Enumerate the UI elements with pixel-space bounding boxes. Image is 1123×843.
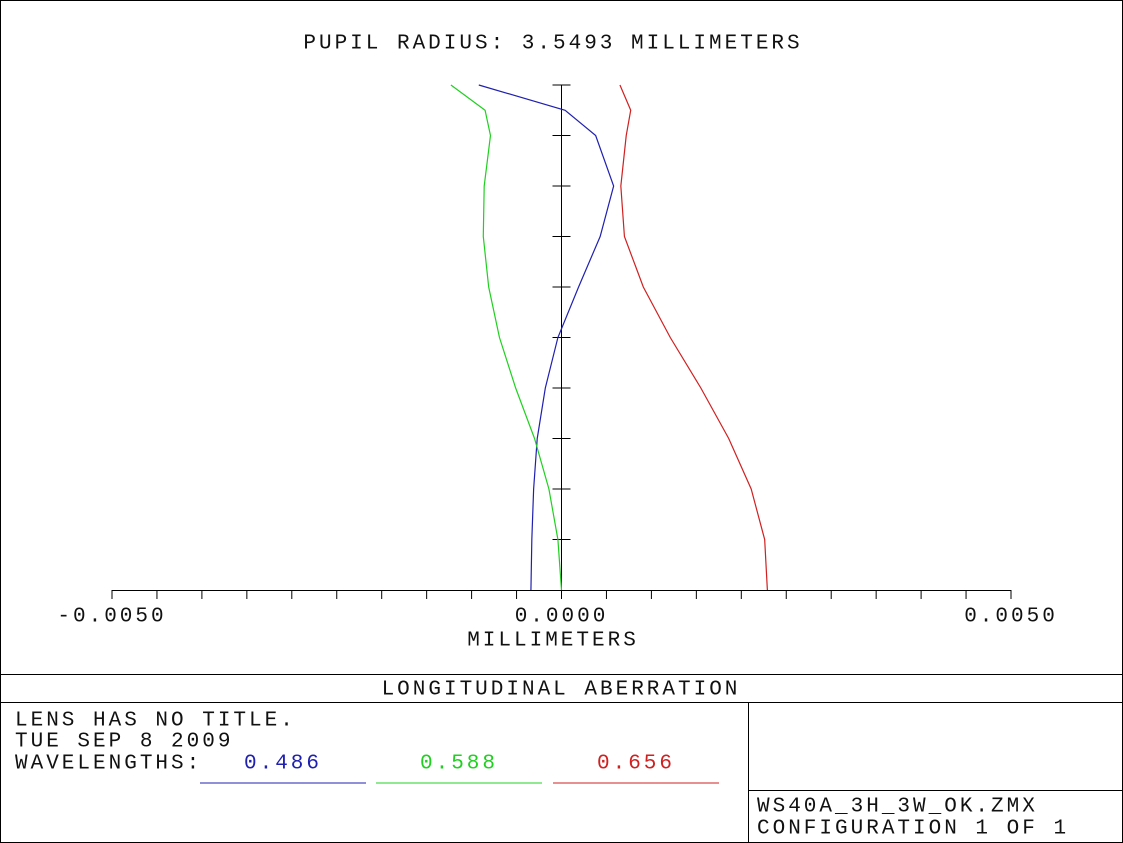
configuration: CONFIGURATION 1 OF 1 xyxy=(757,818,1069,841)
legend-label: 0.656 xyxy=(597,753,675,776)
x-axis-label: MILLIMETERS xyxy=(467,630,639,653)
wavelengths-label: WAVELENGTHS: xyxy=(15,753,202,776)
file-name: WS40A_3H_3W_OK.ZMX xyxy=(757,796,1038,819)
x-tick-label: 0.0000 xyxy=(515,606,609,629)
x-tick-label: 0.0050 xyxy=(964,606,1058,629)
plot-title: LONGITUDINAL ABERRATION xyxy=(382,679,741,702)
legend-label: 0.588 xyxy=(420,753,498,776)
chart-title: PUPIL RADIUS: 3.5493 MILLIMETERS xyxy=(303,33,802,56)
aberration-curve xyxy=(450,84,563,591)
x-tick-label: -0.0050 xyxy=(57,606,166,629)
aberration-curve xyxy=(619,84,768,591)
date: TUE SEP 8 2009 xyxy=(15,731,233,754)
lens-title: LENS HAS NO TITLE. xyxy=(15,710,296,733)
legend-label: 0.486 xyxy=(244,753,322,776)
aberration-curve xyxy=(478,84,615,591)
